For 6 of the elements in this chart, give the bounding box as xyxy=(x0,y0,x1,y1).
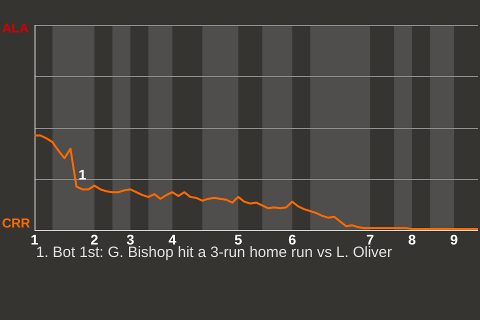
x-tick-label: 8 xyxy=(408,231,416,248)
text: ALA xyxy=(2,20,30,36)
text: CRR xyxy=(2,216,31,231)
x-tick-label: 9 xyxy=(450,231,458,248)
annotation: 1 xyxy=(78,166,86,182)
x-tick-label: 1 xyxy=(30,231,39,248)
